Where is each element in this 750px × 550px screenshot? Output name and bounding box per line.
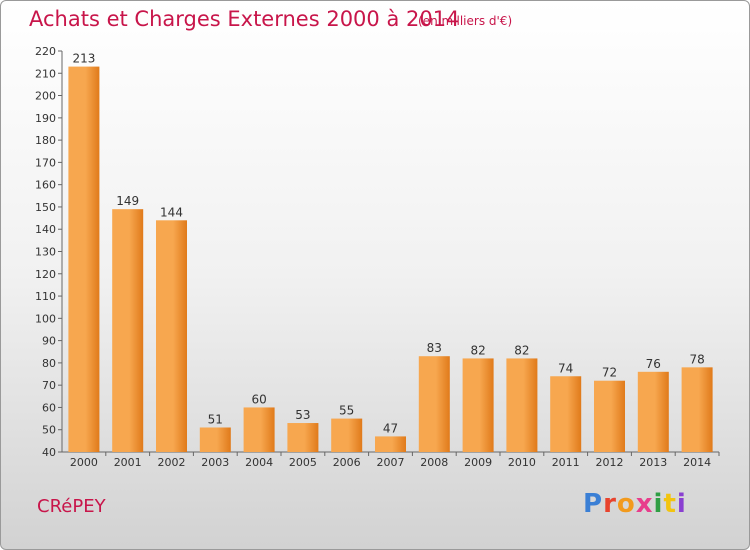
value-label-2007: 47: [383, 421, 398, 435]
value-label-2002: 144: [160, 205, 183, 219]
value-label-2012: 72: [602, 366, 617, 380]
bar-2005[interactable]: [287, 423, 319, 452]
x-tick-label: 2010: [508, 456, 536, 469]
logo-letter: t: [663, 489, 677, 519]
value-label-2008: 83: [427, 341, 442, 355]
value-labels: 213 149 144 51 60 53 55 47 83 82 82 74 72 76 78: [72, 52, 704, 436]
x-tick-label: 2013: [639, 456, 667, 469]
y-tick-label: 90: [42, 335, 56, 348]
y-tick-label: 210: [35, 67, 56, 80]
bar-2001[interactable]: [112, 209, 144, 452]
y-tick-label: 100: [35, 312, 56, 325]
bar-2009[interactable]: [462, 358, 494, 452]
value-label-2013: 76: [646, 357, 661, 371]
y-tick-label: 170: [35, 156, 56, 169]
logo-letter: x: [635, 489, 654, 519]
logo-letter: i: [676, 489, 687, 519]
chart-subtitle: (en milliers d'€): [418, 14, 513, 28]
y-tick-label: 190: [35, 112, 56, 125]
x-tick-label: 2014: [683, 456, 711, 469]
y-tick-label: 120: [35, 268, 56, 281]
x-tick-label: 2004: [245, 456, 273, 469]
x-tick-label: 2003: [201, 456, 229, 469]
x-tick-label: 2009: [464, 456, 492, 469]
x-tick-label: 2005: [289, 456, 317, 469]
x-tick-label: 2006: [333, 456, 361, 469]
chart-title: Achats et Charges Externes 2000 à 2014: [29, 7, 460, 31]
value-label-2009: 82: [470, 343, 485, 357]
bar-2004[interactable]: [243, 407, 275, 452]
commune-name: CRéPEY: [37, 496, 106, 517]
bar-2010[interactable]: [506, 358, 538, 452]
y-tick-label: 70: [42, 379, 56, 392]
x-tick-label: 2011: [552, 456, 580, 469]
bar-2006[interactable]: [331, 418, 363, 452]
logo-letter: P: [583, 489, 604, 519]
x-tick-label: 2002: [158, 456, 186, 469]
x-tick-label: 2000: [70, 456, 98, 469]
x-axis: 2000 2001 2002 2003 2004 2005 2006 2007 2008 2009…: [62, 451, 720, 469]
value-label-2001: 149: [116, 194, 139, 208]
proxiti-logo[interactable]: Proxiti: [583, 489, 687, 519]
x-tick-label: 2001: [114, 456, 142, 469]
bar-2012[interactable]: [594, 380, 625, 452]
y-tick-label: 150: [35, 201, 56, 214]
bar-2011[interactable]: [550, 376, 582, 452]
value-label-2006: 55: [339, 404, 354, 418]
value-label-2010: 82: [514, 343, 529, 357]
value-label-2004: 60: [251, 392, 266, 406]
y-tick-label: 40: [42, 446, 56, 459]
bar-2008[interactable]: [418, 356, 450, 452]
y-tick-label: 180: [35, 134, 56, 147]
bar-2013[interactable]: [637, 371, 669, 452]
logo-letter: i: [653, 489, 664, 519]
y-tick-label: 60: [42, 401, 56, 414]
bar-2002[interactable]: [156, 220, 187, 452]
bar-2007[interactable]: [375, 436, 406, 452]
value-label-2003: 51: [208, 412, 223, 426]
x-tick-label: 2008: [420, 456, 448, 469]
bars: [68, 66, 713, 452]
y-tick-label: 110: [35, 290, 56, 303]
value-label-2011: 74: [558, 361, 573, 375]
y-tick-label: 200: [35, 90, 56, 103]
y-tick-label: 220: [35, 45, 56, 58]
value-label-2000: 213: [72, 52, 95, 66]
logo-letter: r: [603, 489, 617, 519]
bar-2003[interactable]: [199, 427, 231, 452]
x-tick-label: 2007: [377, 456, 405, 469]
value-label-2005: 53: [295, 408, 310, 422]
y-tick-label: 140: [35, 223, 56, 236]
y-tick-label: 130: [35, 246, 56, 259]
bar-2014[interactable]: [681, 367, 713, 452]
x-tick-label: 2012: [596, 456, 624, 469]
logo-letter: o: [616, 489, 636, 519]
y-tick-label: 160: [35, 179, 56, 192]
y-tick-label: 50: [42, 424, 56, 437]
value-label-2014: 78: [689, 352, 704, 366]
bar-2000[interactable]: [68, 66, 100, 452]
y-tick-label: 80: [42, 357, 56, 370]
y-axis: 40 50 60 70 80 90 100 110 120 130 140 150 160 170 180 1…: [35, 45, 63, 459]
